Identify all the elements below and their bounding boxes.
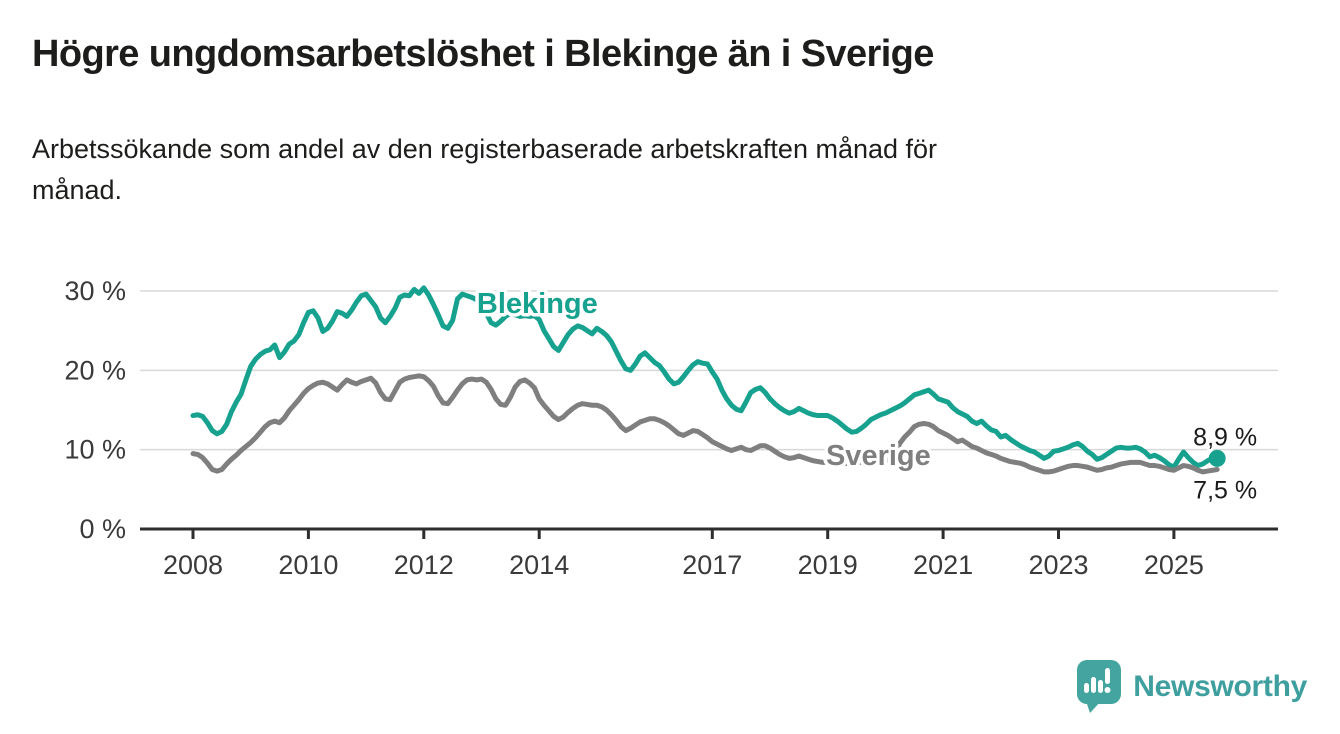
x-axis-tick-label: 2017 bbox=[682, 550, 742, 580]
y-axis-tick-label: 30 % bbox=[64, 276, 126, 306]
x-axis-tick-label: 2021 bbox=[913, 550, 973, 580]
x-axis-tick-label: 2019 bbox=[798, 550, 858, 580]
sverige-latest-value-label: 7,5 % bbox=[1193, 477, 1257, 505]
x-axis-tick-label: 2014 bbox=[509, 550, 569, 580]
x-axis-tick-label: 2025 bbox=[1144, 550, 1204, 580]
page-title: Högre ungdomsarbetslöshet i Blekinge än … bbox=[32, 33, 934, 75]
x-axis-tick-label: 2012 bbox=[394, 550, 454, 580]
x-axis-tick-label: 2010 bbox=[278, 550, 338, 580]
sverige-series-label: Sverige bbox=[826, 440, 931, 472]
bar-medium bbox=[1098, 680, 1104, 693]
blekinge-line bbox=[190, 285, 1220, 470]
chart-subtitle-line1: Arbetssökande som andel av den registerb… bbox=[32, 134, 938, 164]
newsworthy-logo-text: Newsworthy bbox=[1133, 669, 1307, 703]
chart-subtitle: Arbetssökande som andel av den registerb… bbox=[32, 129, 937, 211]
y-axis-tick-label: 0 % bbox=[79, 514, 126, 544]
speech-bubble-tail bbox=[1086, 701, 1102, 713]
sverige-line bbox=[190, 373, 1220, 475]
bar-small bbox=[1084, 683, 1090, 693]
bar-tall bbox=[1091, 677, 1097, 693]
chart-subtitle-line2: månad. bbox=[32, 175, 123, 205]
exclamation-dot bbox=[1104, 687, 1111, 693]
exclamation-bar bbox=[1105, 668, 1111, 684]
y-axis-tick-label: 20 % bbox=[64, 355, 126, 385]
blekinge-series-label: Blekinge bbox=[477, 288, 598, 320]
x-axis-tick-label: 2023 bbox=[1028, 550, 1088, 580]
newsworthy-logo: Newsworthy bbox=[1076, 659, 1307, 714]
newsworthy-logo-icon bbox=[1077, 660, 1122, 713]
blekinge-end-dot bbox=[1208, 449, 1226, 467]
y-axis-tick-label: 10 % bbox=[64, 435, 126, 465]
blekinge-latest-value-label: 8,9 % bbox=[1193, 423, 1257, 451]
x-axis-tick-label: 2008 bbox=[163, 550, 223, 580]
